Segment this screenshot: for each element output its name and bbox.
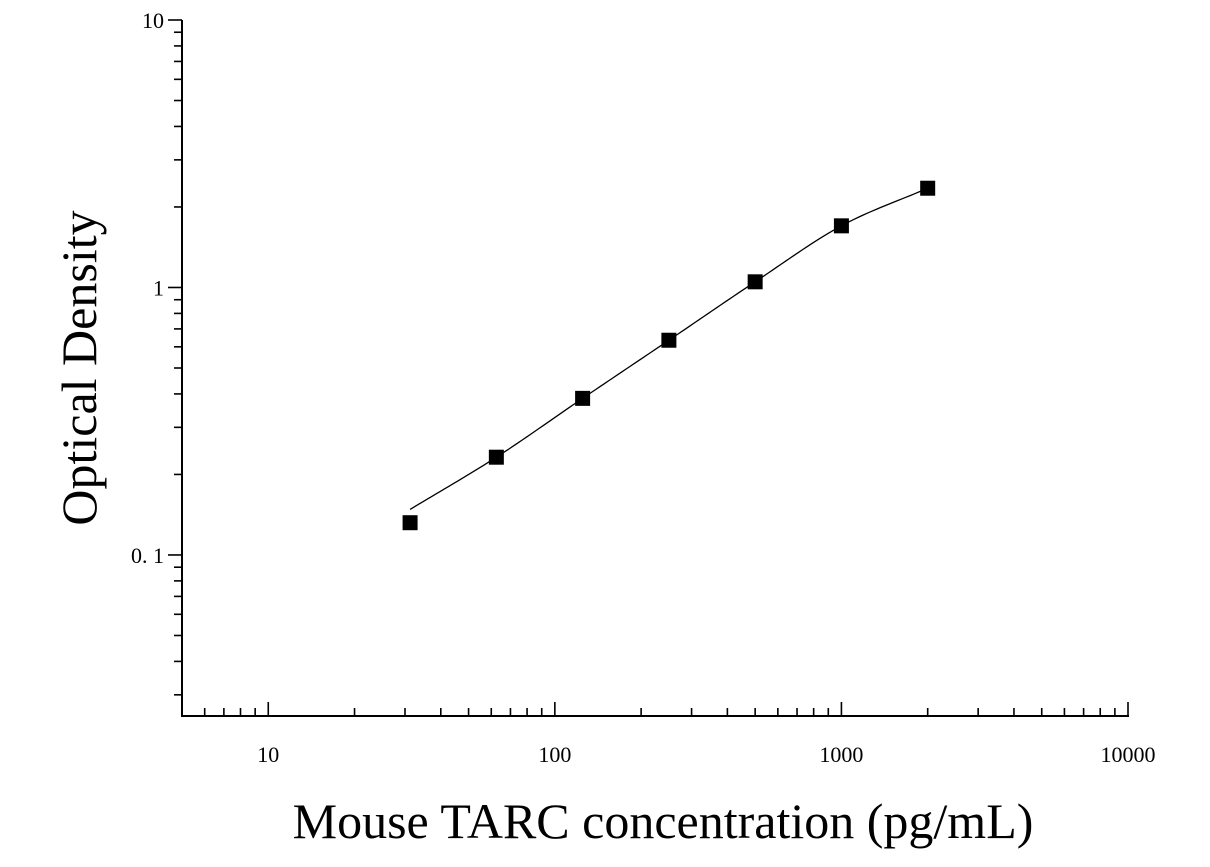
- data-point: [920, 180, 936, 196]
- data-point: [488, 449, 504, 465]
- x-tick-label: 1000: [819, 742, 863, 767]
- x-axis-title: Mouse TARC concentration (pg/mL): [293, 793, 1034, 849]
- data-point: [402, 515, 418, 531]
- data-points: [402, 180, 936, 531]
- data-point: [661, 332, 677, 348]
- x-tick-label: 10: [257, 742, 279, 767]
- data-point: [833, 218, 849, 234]
- y-axis-title: Optical Density: [51, 210, 107, 525]
- x-axis-ticks: 10 100 1000 10000: [181, 702, 1156, 767]
- data-point: [575, 390, 591, 406]
- y-tick-label: 10: [142, 8, 164, 33]
- fit-curve: [409, 187, 928, 510]
- y-tick-label: 1: [153, 275, 164, 300]
- axes: 10 100 1000 10000 0. 1 1 10: [131, 8, 1156, 767]
- x-tick-label: 100: [538, 742, 571, 767]
- x-tick-label: 10000: [1101, 742, 1156, 767]
- data-point: [747, 274, 763, 290]
- y-axis-ticks: 0. 1 1 10: [131, 8, 182, 696]
- y-tick-label: 0. 1: [131, 543, 164, 568]
